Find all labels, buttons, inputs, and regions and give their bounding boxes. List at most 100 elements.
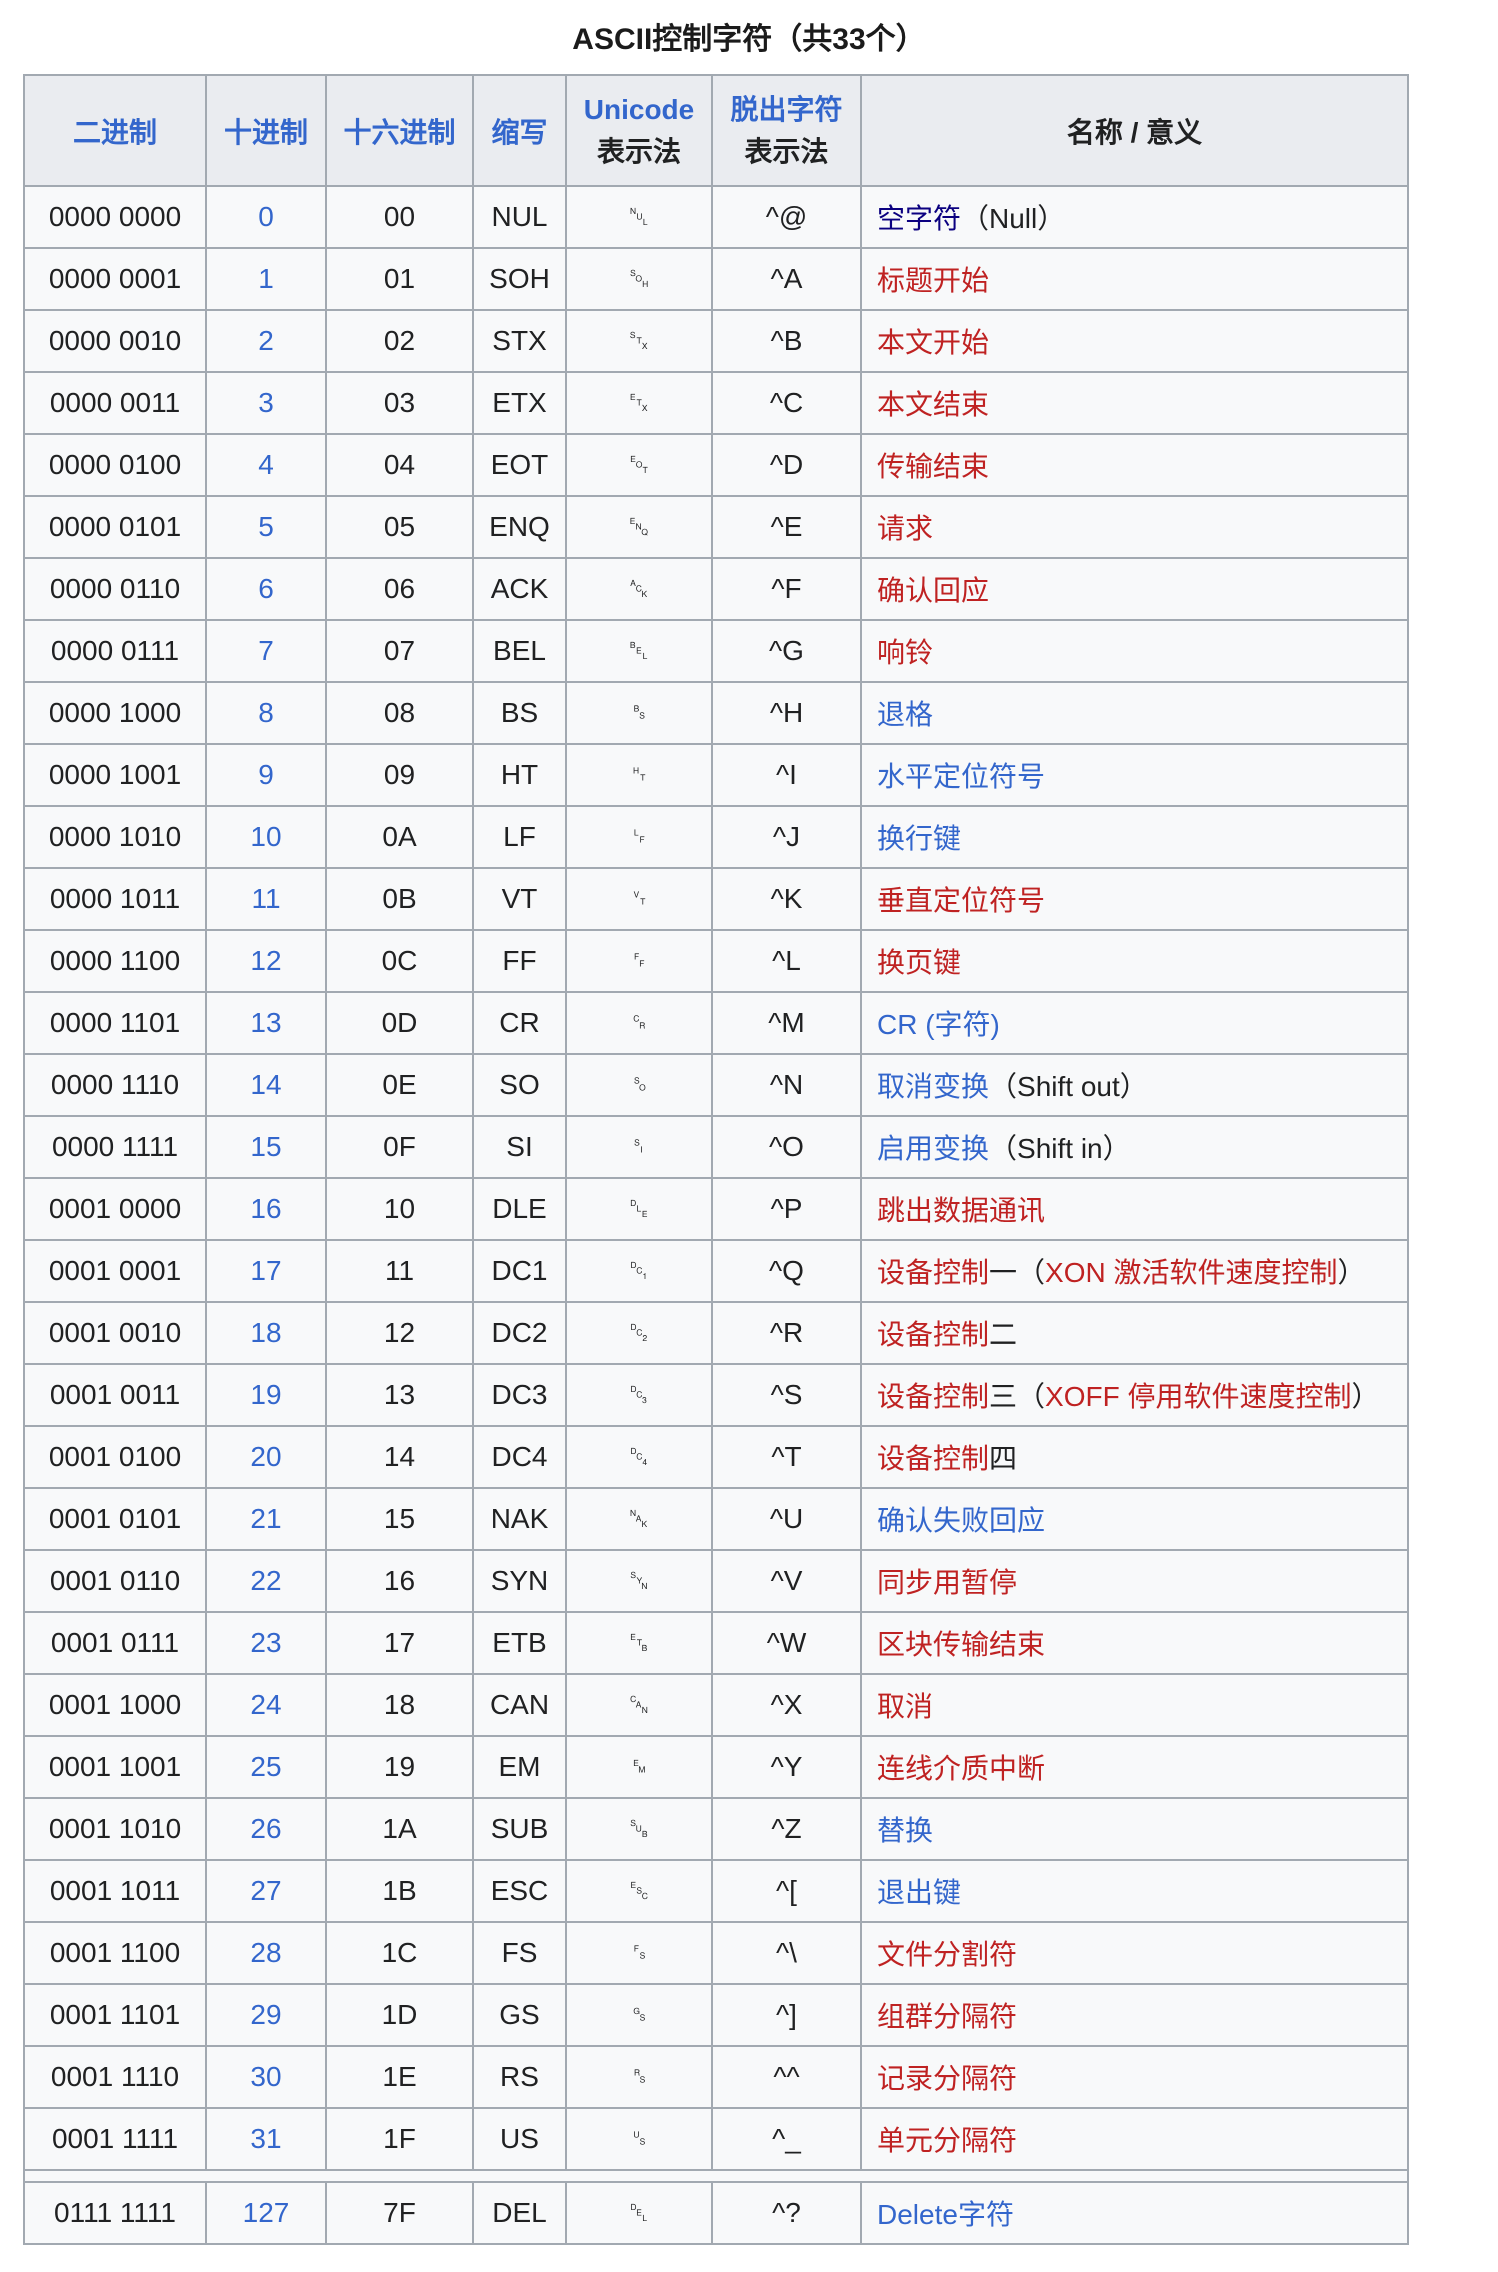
name-link[interactable]: XON 激活软件速度控制	[1045, 1257, 1338, 1288]
name-link[interactable]: 文件分割符	[877, 1939, 1018, 1970]
name-link[interactable]: 退出键	[877, 1877, 962, 1908]
decimal-cell: 22	[205, 1549, 327, 1613]
name-link[interactable]: 传输结束	[877, 451, 990, 482]
name-link[interactable]: 跳出数据通讯	[877, 1195, 1046, 1226]
decimal-link[interactable]: 13	[250, 1007, 282, 1038]
name-link[interactable]: 设备控制	[877, 1443, 990, 1474]
name-link[interactable]: 空字符	[877, 203, 962, 234]
name-link[interactable]: 同步用暂停	[877, 1567, 1018, 1598]
binary-header-link[interactable]: 二进制	[72, 116, 157, 148]
caret-notation-cell: ^G	[711, 619, 862, 683]
name-link[interactable]: XOFF 停用软件速度控制	[1045, 1381, 1352, 1412]
name-cell: 请求	[860, 495, 1409, 559]
decimal-link[interactable]: 6	[258, 573, 274, 604]
table-row: 0001 1010 26 1A SUB ␚ ^Z 替换	[23, 1797, 1409, 1861]
decimal-link[interactable]: 23	[250, 1627, 282, 1658]
decimal-cell: 29	[205, 1983, 327, 2047]
abbr-header-link[interactable]: 缩写	[491, 116, 548, 148]
table-row: 0001 1001 25 19 EM ␙ ^Y 连线介质中断	[23, 1735, 1409, 1799]
name-link[interactable]: Delete字符	[877, 2199, 1014, 2230]
decimal-link[interactable]: 5	[258, 511, 274, 542]
decimal-link[interactable]: 17	[250, 1255, 282, 1286]
hex-cell: 13	[325, 1363, 474, 1427]
escape-header-link[interactable]: 脱出字符	[730, 93, 843, 125]
hex-cell: 1B	[325, 1859, 474, 1923]
name-link[interactable]: 连线介质中断	[877, 1753, 1046, 1784]
name-cell: 水平定位符号	[860, 743, 1409, 807]
binary-cell: 0001 0011	[23, 1363, 207, 1427]
name-link[interactable]: 单元分隔符	[877, 2125, 1018, 2156]
caret-notation-cell: ^S	[711, 1363, 862, 1427]
name-link[interactable]: 确认回应	[877, 575, 990, 606]
decimal-link[interactable]: 25	[250, 1751, 282, 1782]
binary-cell: 0000 1001	[23, 743, 207, 807]
name-link[interactable]: 设备控制	[877, 1257, 990, 1288]
name-link[interactable]: 标题开始	[877, 265, 990, 296]
name-link[interactable]: 取消变换	[877, 1071, 990, 1102]
name-link[interactable]: 启用变换	[877, 1133, 990, 1164]
caret-notation-cell: ^E	[711, 495, 862, 559]
name-link[interactable]: 组群分隔符	[877, 2001, 1018, 2032]
decimal-link[interactable]: 9	[258, 759, 274, 790]
hex-cell: 02	[325, 309, 474, 373]
abbr-cell: SYN	[472, 1549, 567, 1613]
name-link[interactable]: 换页键	[877, 947, 962, 978]
unicode-header-link[interactable]: Unicode	[583, 93, 695, 125]
decimal-link[interactable]: 30	[250, 2061, 282, 2092]
decimal-link[interactable]: 0	[258, 201, 274, 232]
name-link[interactable]: 区块传输结束	[877, 1629, 1046, 1660]
decimal-link[interactable]: 14	[250, 1069, 282, 1100]
hex-cell: 14	[325, 1425, 474, 1489]
name-cell: 启用变换（Shift in）	[860, 1115, 1409, 1179]
name-link[interactable]: 响铃	[877, 637, 934, 668]
name-link[interactable]: 换行键	[877, 823, 962, 854]
abbr-cell: US	[472, 2107, 567, 2171]
name-link[interactable]: 退格	[877, 699, 934, 730]
name-link[interactable]: 请求	[877, 513, 934, 544]
name-link[interactable]: 设备控制	[877, 1381, 990, 1412]
decimal-link[interactable]: 4	[258, 449, 274, 480]
hex-cell: 08	[325, 681, 474, 745]
header-row: 二进制 十进制 十六进制 缩写 Unicode 表示法 脱出字符 表示法	[23, 74, 1409, 187]
name-link[interactable]: 替换	[877, 1815, 934, 1846]
decimal-header-link[interactable]: 十进制	[223, 116, 308, 148]
decimal-cell: 31	[205, 2107, 327, 2171]
name-link[interactable]: 设备控制	[877, 1319, 990, 1350]
name-cell: 垂直定位符号	[860, 867, 1409, 931]
decimal-link[interactable]: 19	[250, 1379, 282, 1410]
decimal-link[interactable]: 127	[242, 2197, 290, 2228]
name-link[interactable]: 垂直定位符号	[877, 885, 1046, 916]
decimal-link[interactable]: 7	[258, 635, 274, 666]
name-link[interactable]: CR (字符)	[877, 1009, 1000, 1040]
decimal-link[interactable]: 28	[250, 1937, 282, 1968]
decimal-link[interactable]: 8	[258, 697, 274, 728]
name-link[interactable]: 水平定位符号	[877, 761, 1046, 792]
decimal-link[interactable]: 15	[250, 1131, 282, 1162]
hex-header-link[interactable]: 十六进制	[343, 116, 456, 148]
name-link[interactable]: 本文开始	[877, 327, 990, 358]
decimal-link[interactable]: 20	[250, 1441, 282, 1472]
table-row: 0000 0010 2 02 STX ␂ ^B 本文开始	[23, 309, 1409, 373]
decimal-link[interactable]: 21	[250, 1503, 282, 1534]
name-link[interactable]: 记录分隔符	[877, 2063, 1018, 2094]
name-link[interactable]: 确认失败回应	[877, 1505, 1046, 1536]
name-link[interactable]: 取消	[877, 1691, 934, 1722]
table-row: 0001 0011 19 13 DC3 ␓ ^S 设备控制三（XOFF 停用软件速度控制）	[23, 1363, 1409, 1427]
decimal-link[interactable]: 10	[250, 821, 282, 852]
decimal-link[interactable]: 16	[250, 1193, 282, 1224]
abbr-cell: NUL	[472, 185, 567, 249]
decimal-link[interactable]: 1	[258, 263, 274, 294]
decimal-link[interactable]: 2	[258, 325, 274, 356]
decimal-link[interactable]: 18	[250, 1317, 282, 1348]
name-link[interactable]: 本文结束	[877, 389, 990, 420]
name-plain-text: 二	[989, 1319, 1018, 1350]
decimal-link[interactable]: 29	[250, 1999, 282, 2030]
decimal-link[interactable]: 26	[250, 1813, 282, 1844]
decimal-link[interactable]: 22	[250, 1565, 282, 1596]
decimal-link[interactable]: 11	[251, 883, 281, 914]
decimal-link[interactable]: 12	[250, 945, 282, 976]
decimal-link[interactable]: 27	[250, 1875, 282, 1906]
decimal-link[interactable]: 3	[258, 387, 274, 418]
decimal-link[interactable]: 24	[250, 1689, 282, 1720]
decimal-link[interactable]: 31	[250, 2123, 282, 2154]
